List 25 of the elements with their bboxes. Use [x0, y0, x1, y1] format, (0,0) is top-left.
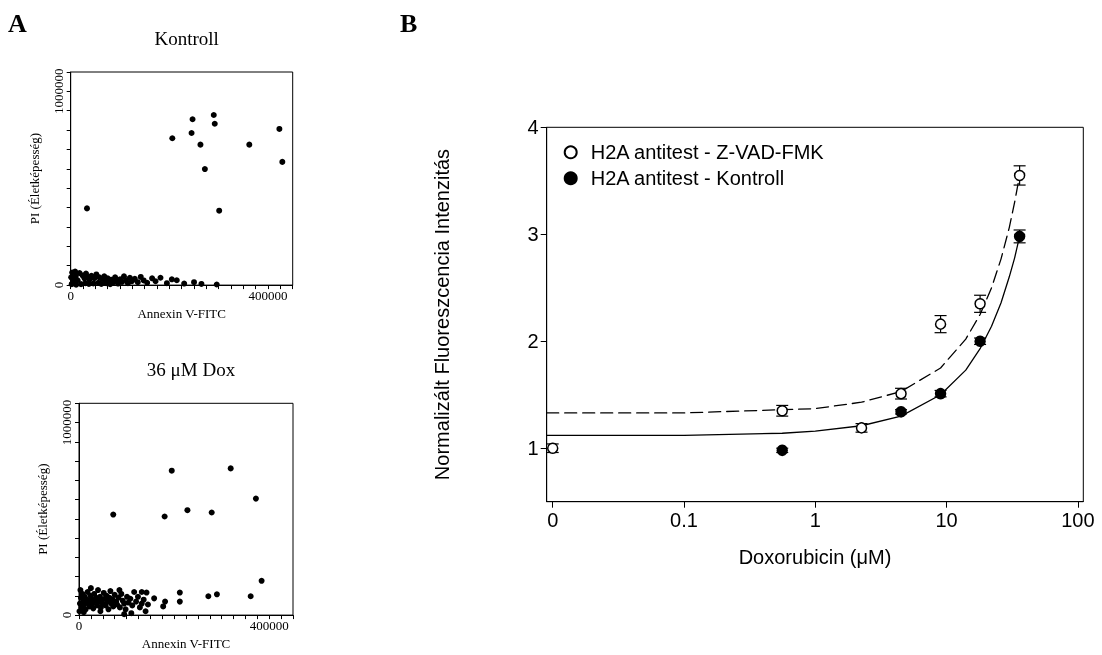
y-axis-title: PI (Életképesség)	[35, 463, 50, 555]
x-tick-label: 0.1	[670, 508, 698, 531]
chart-title: 36 μM Dox	[146, 359, 236, 380]
x-tick-label: 10	[935, 508, 958, 531]
x-tick-label: 100	[1061, 508, 1095, 531]
y-tick-label: 2	[527, 330, 539, 353]
x-axis-title: Annexin V-FITC	[141, 636, 231, 651]
x-tick-label: 400000	[248, 288, 288, 304]
chart-title: Kontroll	[154, 28, 219, 49]
legend-label: H2A antitest - Z-VAD-FMK	[590, 141, 825, 164]
text: A	[8, 8, 27, 38]
y-tick-label: 1	[527, 437, 539, 460]
text: B	[400, 8, 418, 38]
y-tick-label: 1000000	[59, 399, 74, 446]
x-tick-label: 1	[809, 508, 821, 531]
x-tick-label: 400000	[249, 618, 289, 634]
y-axis-title: PI (Életképesség)	[26, 132, 42, 225]
x-axis-title: Annexin V-FITC	[137, 306, 226, 321]
y-tick-label: 1000000	[50, 68, 66, 115]
y-axis-title: Normalizált Fluoreszcencia Intenzitás	[430, 148, 453, 481]
x-axis-title: Doxorubicin (μM)	[738, 545, 892, 568]
y-tick-label: 3	[527, 223, 539, 246]
y-tick-label: 4	[527, 116, 539, 139]
x-tick-label: 0	[547, 508, 559, 531]
legend-label: H2A antitest - Kontroll	[590, 167, 785, 190]
